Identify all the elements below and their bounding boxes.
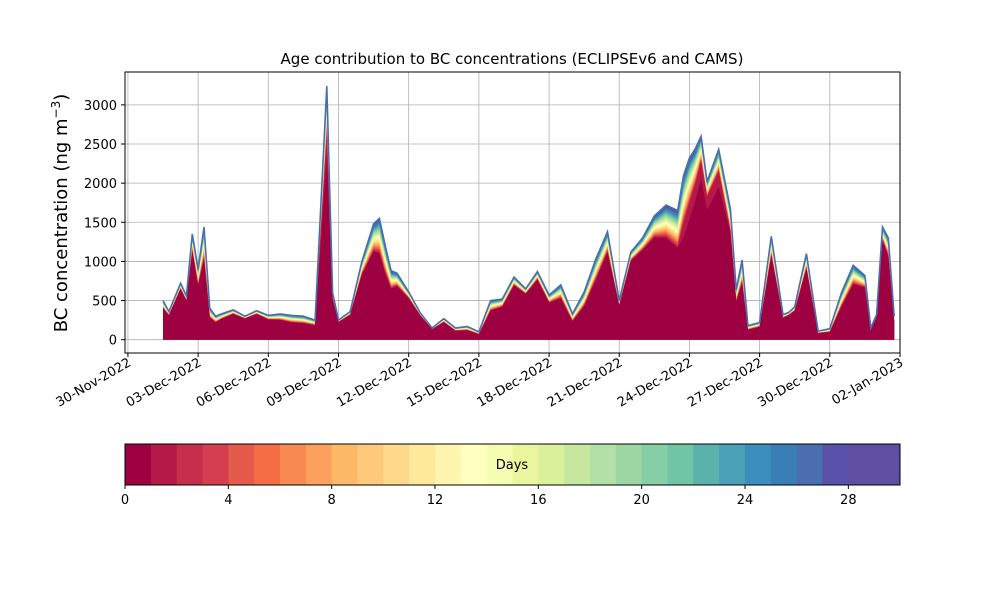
colorbar-tick-label: 8 xyxy=(328,493,336,508)
colorbar-segment xyxy=(667,444,694,485)
age-layer-0 xyxy=(163,156,895,340)
x-tick-label: 30-Nov-2022 xyxy=(54,355,134,410)
colorbar-segment xyxy=(615,444,643,485)
colorbar-segment xyxy=(125,444,152,485)
colorbar-segment xyxy=(460,444,488,485)
x-tick-label: 30-Dec-2022 xyxy=(755,355,835,410)
x-tick-label: 18-Dec-2022 xyxy=(475,355,555,410)
x-tick-label: 03-Dec-2022 xyxy=(124,355,204,410)
colorbar-segment xyxy=(383,444,410,485)
y-axis-ticks: 0 500 1000 1500 2000 2500 3000 xyxy=(84,99,125,349)
colorbar-segment xyxy=(176,444,204,485)
x-tick-label: 06-Dec-2022 xyxy=(194,355,274,410)
colorbar-segment xyxy=(305,444,333,485)
colorbar-tick-label: 24 xyxy=(737,493,754,508)
colorbar: 0 4 8 12 16 20 24 28 xyxy=(121,443,901,508)
colorbar-segment xyxy=(848,444,875,485)
colorbar-segment xyxy=(202,444,229,485)
colorbar-segment xyxy=(486,444,514,485)
colorbar-segment xyxy=(254,444,281,485)
colorbar-segment xyxy=(822,444,849,485)
x-tick-label: 15-Dec-2022 xyxy=(404,355,484,410)
colorbar-segment xyxy=(331,444,359,485)
y-tick-label: 2000 xyxy=(84,177,117,192)
colorbar-tick-label: 0 xyxy=(121,493,129,508)
colorbar-segment xyxy=(693,444,720,485)
y-tick-label: 3000 xyxy=(84,99,117,114)
colorbar-segment xyxy=(874,444,900,485)
colorbar-frame xyxy=(124,443,901,486)
x-tick-label: 12-Dec-2022 xyxy=(334,355,414,410)
colorbar-segment xyxy=(745,444,772,485)
x-tick-label: 09-Dec-2022 xyxy=(264,355,344,410)
colorbar-segment xyxy=(719,444,746,485)
colorbar-segment xyxy=(538,444,565,485)
colorbar-segment xyxy=(409,444,436,485)
x-tick-label: 24-Dec-2022 xyxy=(615,355,695,410)
chart-title: Age contribution to BC concentrations (E… xyxy=(281,50,744,68)
y-axis-label: BC concentration (ng m−3) xyxy=(49,94,72,333)
colorbar-segment xyxy=(357,444,384,485)
colorbar-segment xyxy=(228,444,255,485)
colorbar-segment xyxy=(280,444,307,485)
colorbar-tick-label: 4 xyxy=(224,493,232,508)
colorbar-tick-label: 28 xyxy=(840,493,857,508)
x-tick-label: 27-Dec-2022 xyxy=(685,355,765,410)
x-tick-label: 02-Jan-2023 xyxy=(829,355,906,408)
colorbar-tick-label: 20 xyxy=(633,493,650,508)
colorbar-segment xyxy=(150,444,178,485)
colorbar-segment xyxy=(641,444,669,485)
colorbar-segment xyxy=(435,444,462,485)
colorbar-segment xyxy=(796,444,824,485)
y-tick-label: 1000 xyxy=(84,255,117,270)
colorbar-segment xyxy=(564,444,591,485)
colorbar-segment xyxy=(590,444,617,485)
total-series-line xyxy=(162,86,895,333)
colorbar-label: Days xyxy=(496,458,529,473)
x-axis-ticks: 30-Nov-202203-Dec-202206-Dec-202209-Dec-… xyxy=(54,353,906,411)
y-tick-label: 1500 xyxy=(84,216,117,231)
x-tick-label: 21-Dec-2022 xyxy=(545,355,625,410)
colorbar-tick-label: 16 xyxy=(530,493,547,508)
colorbar-tick-label: 12 xyxy=(427,493,444,508)
plot-frame xyxy=(124,71,901,354)
colorbar-segment xyxy=(512,444,539,485)
y-tick-label: 0 xyxy=(109,334,117,349)
colorbar-segment xyxy=(770,444,798,485)
axes-frame xyxy=(124,71,901,354)
area-series xyxy=(162,86,895,340)
y-tick-label: 2500 xyxy=(84,138,117,153)
y-tick-label: 500 xyxy=(92,295,117,310)
